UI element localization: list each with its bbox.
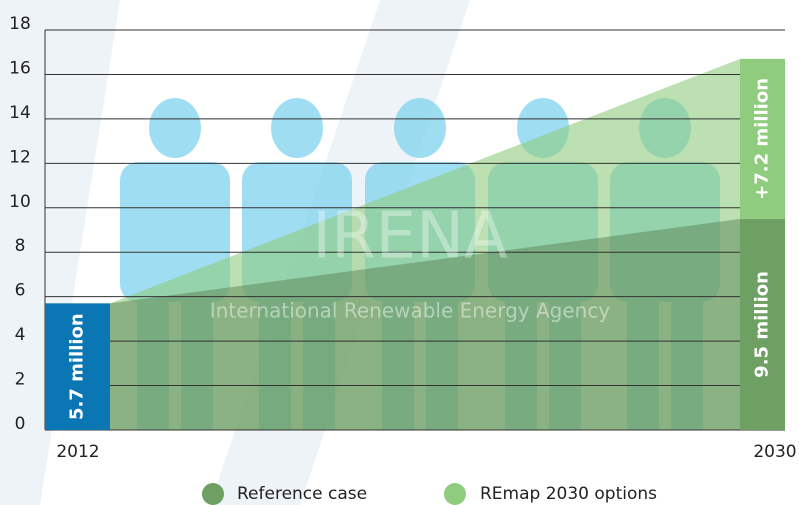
value-label: 9.5 million bbox=[752, 271, 773, 378]
person-body bbox=[120, 162, 230, 302]
bar bbox=[740, 58, 785, 219]
person-head bbox=[394, 98, 446, 158]
y-tick-label: 8 bbox=[15, 236, 26, 256]
value-label: +7.2 million bbox=[752, 78, 773, 200]
y-tick-label: 16 bbox=[9, 58, 31, 78]
y-tick-label: 10 bbox=[9, 192, 31, 212]
x-tick-label: 2030 bbox=[753, 442, 796, 462]
person-head bbox=[149, 98, 201, 158]
legend-swatch bbox=[202, 483, 224, 505]
y-tick-label: 0 bbox=[15, 414, 26, 434]
watermark-subtitle: International Renewable Energy Agency bbox=[210, 299, 611, 323]
legend-swatch bbox=[444, 483, 466, 505]
y-tick-label: 6 bbox=[15, 281, 26, 301]
plot: 0 2 4 6 8 10 12 14 16 18 2012 5.7 million 2030 9.5 mi… bbox=[9, 14, 797, 505]
legend-label: REmap 2030 options bbox=[480, 484, 657, 504]
y-tick-label: 12 bbox=[9, 147, 31, 167]
y-tick-label: 4 bbox=[15, 325, 26, 345]
person-head bbox=[271, 98, 323, 158]
reference-area bbox=[110, 218, 740, 430]
bar bbox=[740, 218, 785, 430]
y-tick-label: 14 bbox=[9, 103, 31, 123]
watermark-title: IRENA bbox=[312, 200, 508, 274]
legend-label: Reference case bbox=[237, 484, 367, 504]
y-tick-label: 2 bbox=[15, 370, 26, 390]
x-tick-label: 2012 bbox=[56, 442, 99, 462]
remap-area bbox=[110, 58, 740, 304]
y-tick-label: 18 bbox=[9, 14, 31, 34]
value-label: 5.7 million bbox=[67, 313, 88, 420]
bar bbox=[45, 303, 110, 430]
